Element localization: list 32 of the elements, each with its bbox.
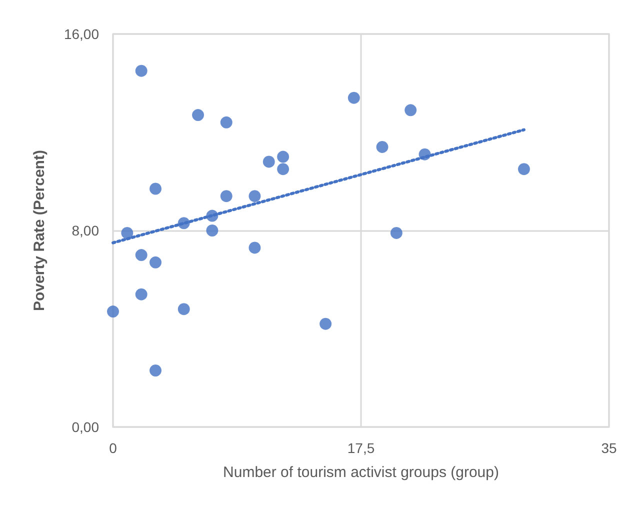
point [150, 256, 162, 268]
point [135, 64, 148, 77]
point [404, 104, 417, 116]
y-axis-title: Poverty Rate (Percent) [31, 150, 48, 311]
point [135, 249, 148, 262]
point [248, 190, 261, 202]
point [206, 224, 218, 236]
x-tick-label: 17,5 [347, 440, 375, 456]
point [150, 364, 162, 377]
point [107, 306, 119, 318]
y-tick-label: 8,00 [72, 222, 100, 238]
point [390, 226, 402, 239]
point [248, 242, 261, 254]
point [518, 163, 530, 176]
x-axis-title: Number of tourism activist groups (group) [223, 464, 499, 481]
point [220, 116, 232, 128]
point [220, 190, 232, 202]
point [121, 226, 134, 239]
point [320, 318, 332, 330]
point [192, 109, 204, 122]
point [135, 288, 148, 300]
y-tick-label: 16,00 [64, 26, 100, 42]
point [277, 163, 290, 176]
point [178, 303, 190, 316]
point [150, 182, 162, 195]
point [348, 92, 360, 104]
x-tick-label: 0 [109, 440, 118, 456]
point [376, 140, 388, 153]
x-tick-label: 35 [601, 440, 617, 456]
y-tick-label: 0,00 [72, 419, 100, 435]
point [262, 156, 275, 168]
point [277, 150, 290, 163]
